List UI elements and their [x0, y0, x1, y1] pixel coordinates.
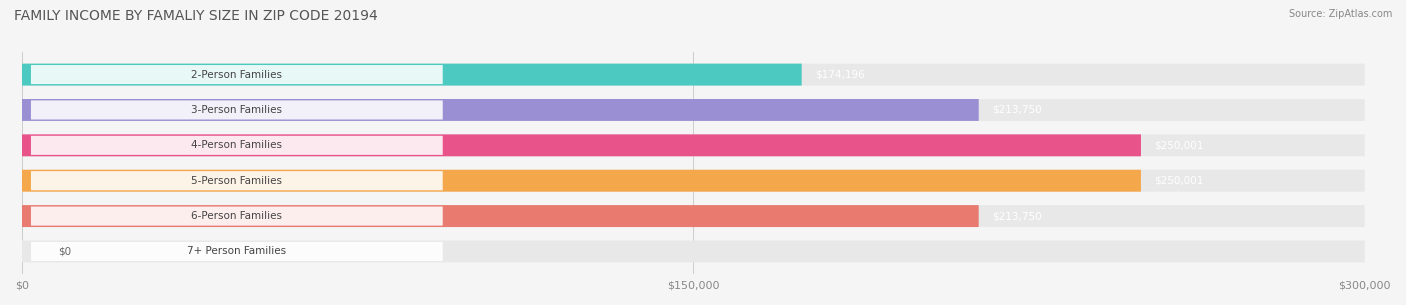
Text: $174,196: $174,196 [815, 70, 865, 80]
FancyBboxPatch shape [31, 100, 443, 120]
Text: FAMILY INCOME BY FAMALIY SIZE IN ZIP CODE 20194: FAMILY INCOME BY FAMALIY SIZE IN ZIP COD… [14, 9, 378, 23]
Text: $0: $0 [58, 246, 70, 257]
FancyBboxPatch shape [22, 170, 1365, 192]
Text: 7+ Person Families: 7+ Person Families [187, 246, 287, 257]
FancyBboxPatch shape [22, 99, 979, 121]
FancyBboxPatch shape [31, 171, 443, 190]
FancyBboxPatch shape [22, 64, 801, 86]
FancyBboxPatch shape [22, 135, 1140, 156]
FancyBboxPatch shape [22, 205, 1365, 227]
Text: $250,001: $250,001 [1154, 140, 1204, 150]
Text: 3-Person Families: 3-Person Families [191, 105, 283, 115]
FancyBboxPatch shape [22, 99, 1365, 121]
FancyBboxPatch shape [31, 65, 443, 84]
Text: 6-Person Families: 6-Person Families [191, 211, 283, 221]
FancyBboxPatch shape [22, 135, 1365, 156]
FancyBboxPatch shape [22, 205, 979, 227]
FancyBboxPatch shape [31, 242, 443, 261]
Text: 2-Person Families: 2-Person Families [191, 70, 283, 80]
Text: 5-Person Families: 5-Person Families [191, 176, 283, 186]
FancyBboxPatch shape [31, 206, 443, 226]
FancyBboxPatch shape [22, 170, 1140, 192]
FancyBboxPatch shape [22, 240, 1365, 262]
Text: $250,001: $250,001 [1154, 176, 1204, 186]
FancyBboxPatch shape [31, 136, 443, 155]
FancyBboxPatch shape [22, 64, 1365, 86]
Text: Source: ZipAtlas.com: Source: ZipAtlas.com [1288, 9, 1392, 19]
Text: $213,750: $213,750 [993, 211, 1042, 221]
Text: $213,750: $213,750 [993, 105, 1042, 115]
Text: 4-Person Families: 4-Person Families [191, 140, 283, 150]
